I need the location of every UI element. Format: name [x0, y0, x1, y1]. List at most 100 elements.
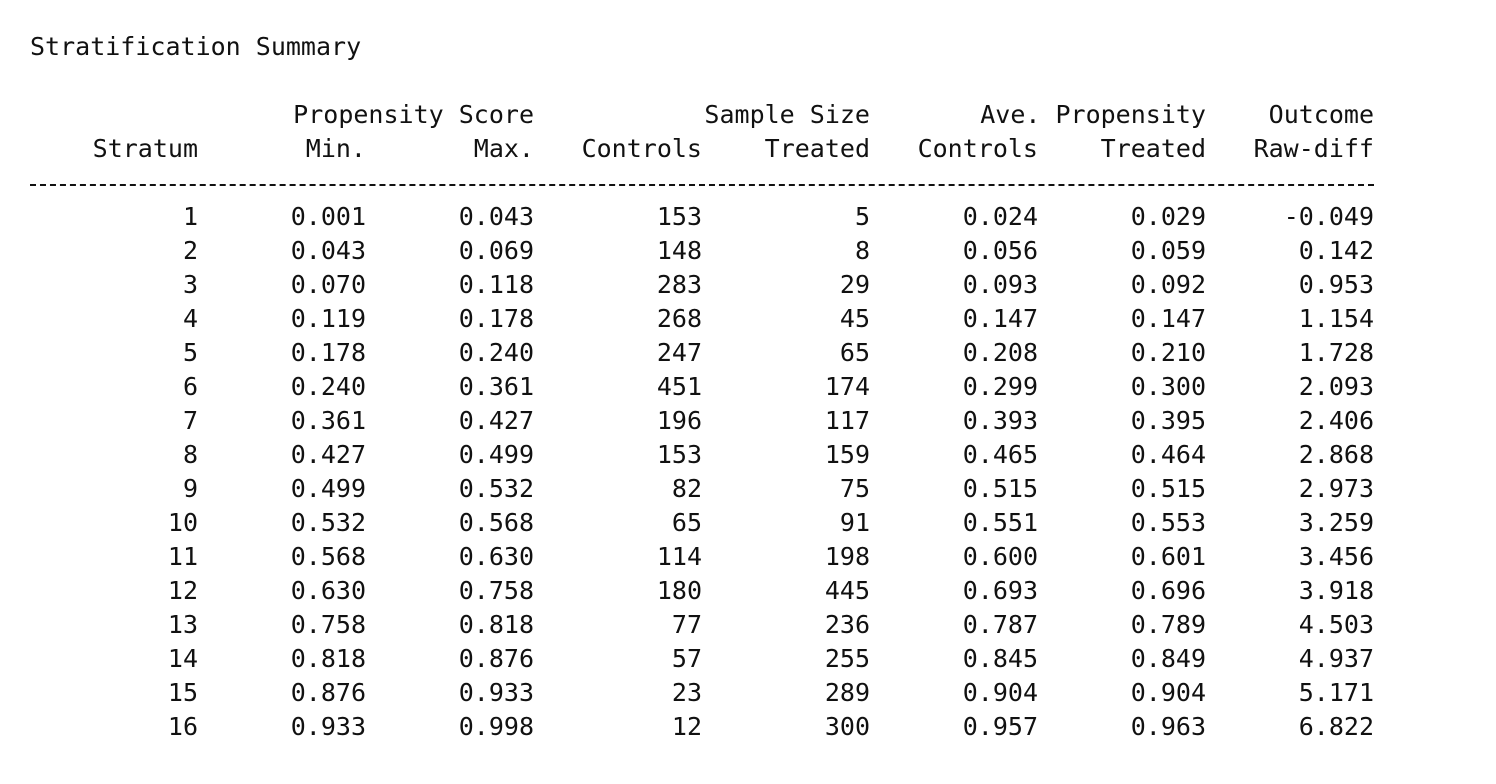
cell-controls-size: 247 [656, 338, 702, 367]
cell-stratum: 10 [167, 508, 198, 537]
cell-stratum: 5 [182, 338, 198, 367]
table-row: 4 0.119 0.178 268 45 0.147 0.147 1.154 [30, 302, 1374, 336]
cell-treated-size: 45 [839, 304, 870, 333]
cell-stratum: 3 [182, 270, 198, 299]
cell-max: 0.499 [458, 440, 534, 469]
cell-max: 0.876 [458, 644, 534, 673]
column-header-min: Min. [305, 134, 366, 163]
cell-controls-size: 23 [671, 678, 702, 707]
cell-max: 0.118 [458, 270, 534, 299]
table-row: 16 0.933 0.998 12 300 0.957 0.963 6.822 [30, 710, 1374, 744]
cell-raw-diff: 2.093 [1298, 372, 1374, 401]
cell-raw-diff: 4.937 [1298, 644, 1374, 673]
cell-treated-size: 29 [839, 270, 870, 299]
cell-controls-propensity: 0.515 [962, 474, 1038, 503]
cell-stratum: 9 [182, 474, 198, 503]
cell-controls-size: 153 [656, 440, 702, 469]
cell-treated-size: 174 [824, 372, 870, 401]
cell-treated-propensity: 0.092 [1130, 270, 1206, 299]
cell-min: 0.361 [290, 406, 366, 435]
cell-max: 0.998 [458, 712, 534, 741]
cell-raw-diff: 1.154 [1298, 304, 1374, 333]
cell-max: 0.758 [458, 576, 534, 605]
header-divider [30, 166, 1374, 200]
column-header-max: Max. [473, 134, 534, 163]
cell-stratum: 1 [182, 202, 198, 231]
table-row: 5 0.178 0.240 247 65 0.208 0.210 1.728 [30, 336, 1374, 370]
cell-controls-size: 451 [656, 372, 702, 401]
cell-treated-propensity: 0.696 [1130, 576, 1206, 605]
cell-stratum: 7 [182, 406, 198, 435]
column-header-treated-size: Treated [764, 134, 870, 163]
cell-raw-diff: 2.868 [1298, 440, 1374, 469]
cell-controls-propensity: 0.056 [962, 236, 1038, 265]
cell-treated-propensity: 0.963 [1130, 712, 1206, 741]
cell-max: 0.630 [458, 542, 534, 571]
cell-max: 0.069 [458, 236, 534, 265]
cell-stratum: 14 [167, 644, 198, 673]
cell-max: 0.818 [458, 610, 534, 639]
cell-controls-propensity: 0.957 [962, 712, 1038, 741]
report-title: Stratification Summary [30, 32, 362, 61]
table-row: 7 0.361 0.427 196 117 0.393 0.395 2.406 [30, 404, 1374, 438]
group-header-row: Propensity Score Sample Size Ave. Propen… [30, 98, 1374, 132]
cell-min: 0.240 [290, 372, 366, 401]
cell-max: 0.933 [458, 678, 534, 707]
cell-raw-diff: 3.456 [1298, 542, 1374, 571]
cell-min: 0.933 [290, 712, 366, 741]
cell-treated-propensity: 0.147 [1130, 304, 1206, 333]
cell-min: 0.532 [290, 508, 366, 537]
group-header-outcome: Outcome [1268, 100, 1374, 129]
cell-controls-propensity: 0.093 [962, 270, 1038, 299]
table-row: 12 0.630 0.758 180 445 0.693 0.696 3.918 [30, 574, 1374, 608]
table-row: 1 0.001 0.043 153 5 0.024 0.029 -0.049 [30, 200, 1374, 234]
cell-min: 0.001 [290, 202, 366, 231]
cell-max: 0.178 [458, 304, 534, 333]
cell-controls-propensity: 0.208 [962, 338, 1038, 367]
cell-treated-propensity: 0.553 [1130, 508, 1206, 537]
cell-min: 0.070 [290, 270, 366, 299]
cell-raw-diff: 3.918 [1298, 576, 1374, 605]
cell-controls-propensity: 0.299 [962, 372, 1038, 401]
table-row: 10 0.532 0.568 65 91 0.551 0.553 3.259 [30, 506, 1374, 540]
cell-controls-size: 153 [656, 202, 702, 231]
cell-min: 0.178 [290, 338, 366, 367]
cell-controls-size: 114 [656, 542, 702, 571]
cell-controls-size: 82 [671, 474, 702, 503]
cell-controls-size: 65 [671, 508, 702, 537]
table-row: 13 0.758 0.818 77 236 0.787 0.789 4.503 [30, 608, 1374, 642]
cell-treated-size: 159 [824, 440, 870, 469]
cell-treated-propensity: 0.395 [1130, 406, 1206, 435]
cell-stratum: 16 [167, 712, 198, 741]
group-header-sample-size: Sample Size [704, 100, 870, 129]
column-header-controls-propensity: Controls [917, 134, 1038, 163]
cell-treated-size: 198 [824, 542, 870, 571]
cell-controls-propensity: 0.465 [962, 440, 1038, 469]
table-body: 1 0.001 0.043 153 5 0.024 0.029 -0.049 2 0.043 0.0… [30, 200, 1374, 744]
cell-controls-size: 283 [656, 270, 702, 299]
table-row: 9 0.499 0.532 82 75 0.515 0.515 2.973 [30, 472, 1374, 506]
cell-controls-propensity: 0.024 [962, 202, 1038, 231]
cell-min: 0.568 [290, 542, 366, 571]
cell-controls-propensity: 0.693 [962, 576, 1038, 605]
cell-controls-propensity: 0.393 [962, 406, 1038, 435]
cell-stratum: 13 [167, 610, 198, 639]
cell-treated-propensity: 0.789 [1130, 610, 1206, 639]
cell-treated-size: 8 [854, 236, 870, 265]
column-header-row: Stratum Min. Max. Controls Treated Contr… [30, 132, 1374, 166]
cell-controls-propensity: 0.551 [962, 508, 1038, 537]
cell-raw-diff: -0.049 [1283, 202, 1374, 231]
cell-raw-diff: 0.953 [1298, 270, 1374, 299]
cell-raw-diff: 5.171 [1298, 678, 1374, 707]
cell-stratum: 8 [182, 440, 198, 469]
cell-controls-propensity: 0.600 [962, 542, 1038, 571]
cell-controls-size: 268 [656, 304, 702, 333]
cell-treated-size: 117 [824, 406, 870, 435]
cell-max: 0.532 [458, 474, 534, 503]
cell-min: 0.758 [290, 610, 366, 639]
cell-raw-diff: 2.973 [1298, 474, 1374, 503]
cell-controls-size: 148 [656, 236, 702, 265]
cell-treated-propensity: 0.601 [1130, 542, 1206, 571]
cell-controls-size: 77 [671, 610, 702, 639]
cell-controls-propensity: 0.904 [962, 678, 1038, 707]
